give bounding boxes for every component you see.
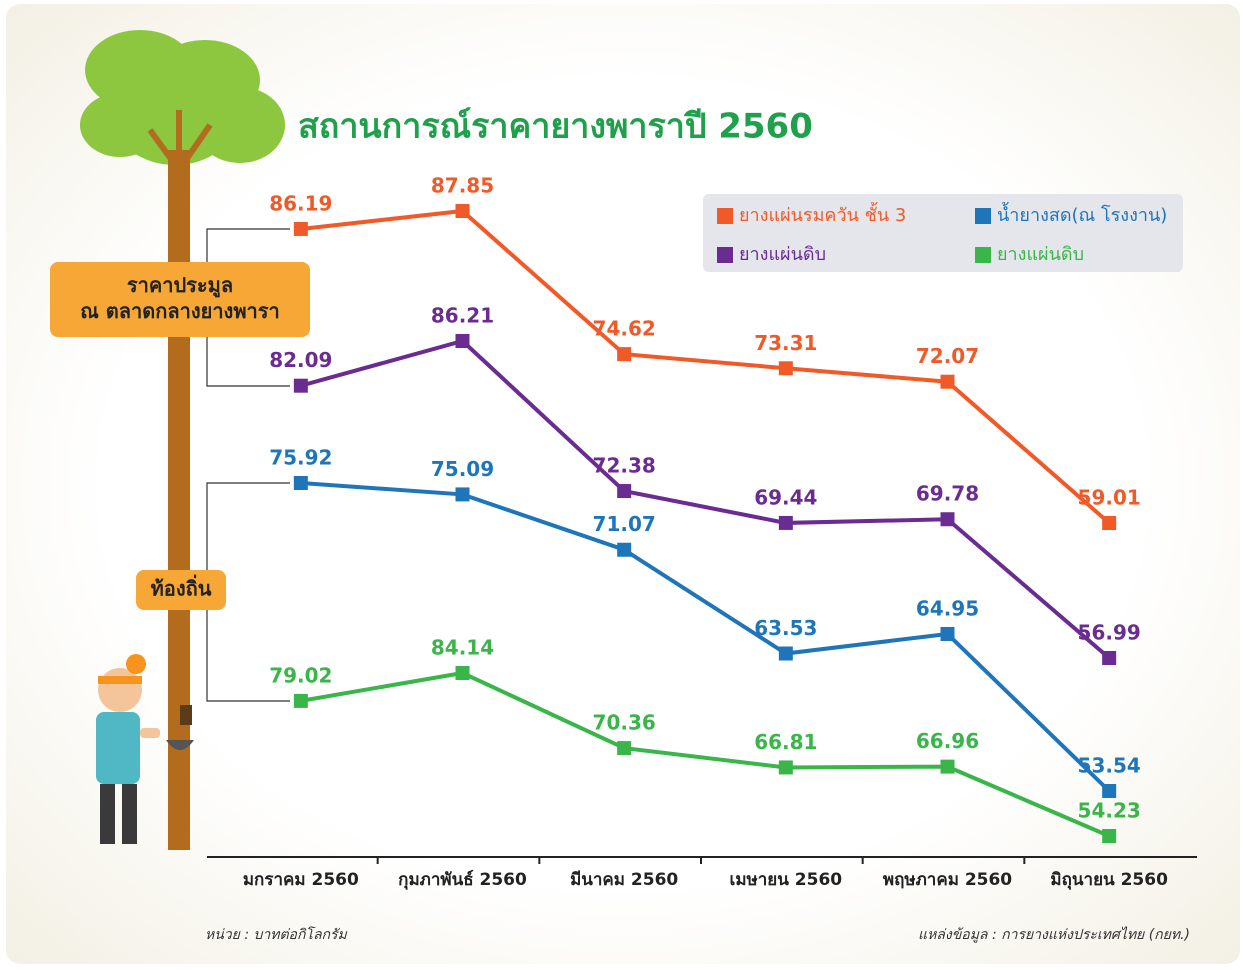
data-label: 63.53 xyxy=(754,616,817,640)
point xyxy=(294,222,308,236)
point xyxy=(456,334,470,348)
point xyxy=(941,512,955,526)
data-label: 56.99 xyxy=(1078,621,1141,645)
legend-swatch xyxy=(717,208,733,224)
chart: สถานการณ์ราคายางพาราปี 2560 หน่วย : บาทต… xyxy=(0,0,1243,969)
legend-swatch xyxy=(975,247,991,263)
point xyxy=(1102,829,1116,843)
point xyxy=(779,760,793,774)
data-label: 86.19 xyxy=(269,191,332,215)
point xyxy=(941,375,955,389)
group-label: ท้องถิ่น xyxy=(151,574,212,601)
group-label: ณ ตลาดกลางยางพารา xyxy=(80,299,279,323)
data-label: 73.31 xyxy=(754,331,817,355)
x-tick-label: มกราคม 2560 xyxy=(243,870,359,890)
point xyxy=(294,379,308,393)
point xyxy=(779,361,793,375)
legend-label: ยางแผ่นดิบ xyxy=(997,244,1084,265)
data-label: 75.92 xyxy=(269,446,332,470)
point xyxy=(456,666,470,680)
point xyxy=(779,647,793,661)
data-label: 72.07 xyxy=(916,344,979,368)
data-label: 75.09 xyxy=(431,457,494,481)
point xyxy=(941,627,955,641)
data-label: 79.02 xyxy=(269,663,332,687)
data-label: 69.44 xyxy=(754,485,817,509)
data-label: 66.96 xyxy=(916,729,979,753)
point xyxy=(779,516,793,530)
data-label: 86.21 xyxy=(431,304,494,328)
data-label: 84.14 xyxy=(431,636,494,660)
point xyxy=(941,760,955,774)
legend-swatch xyxy=(717,247,733,263)
point xyxy=(1102,784,1116,798)
data-label: 64.95 xyxy=(916,596,979,620)
point xyxy=(617,484,631,498)
unit-note: หน่วย : บาทต่อกิโลกรัม xyxy=(205,926,348,943)
legend-label: ยางแผ่นรมควัน ชั้น 3 xyxy=(739,202,906,226)
chart-title: สถานการณ์ราคายางพาราปี 2560 xyxy=(298,107,813,147)
data-label: 69.78 xyxy=(916,482,979,506)
data-label: 66.81 xyxy=(754,730,817,754)
legend-swatch xyxy=(975,208,991,224)
point xyxy=(617,741,631,755)
point xyxy=(294,694,308,708)
x-tick-label: มิถุนายน 2560 xyxy=(1050,870,1168,890)
point xyxy=(617,347,631,361)
x-tick-label: พฤษภาคม 2560 xyxy=(883,870,1012,890)
data-label: 54.23 xyxy=(1078,799,1141,823)
data-label: 72.38 xyxy=(593,454,656,478)
data-label: 70.36 xyxy=(593,711,656,735)
group-label: ราคาประมูล xyxy=(127,273,233,299)
point xyxy=(456,204,470,218)
point xyxy=(617,543,631,557)
data-label: 87.85 xyxy=(431,174,494,198)
point xyxy=(1102,651,1116,665)
point xyxy=(1102,516,1116,530)
x-tick-label: กุมภาพันธ์ 2560 xyxy=(398,869,527,890)
source: แหล่งข้อมูล : การยางแห่งประเทศไทย (กยท.) xyxy=(918,926,1190,943)
data-label: 74.62 xyxy=(593,317,656,341)
x-tick-label: เมษายน 2560 xyxy=(730,870,843,890)
data-label: 53.54 xyxy=(1078,754,1141,778)
legend-label: น้ำยางสด(ณ โรงงาน) xyxy=(997,202,1167,226)
data-label: 82.09 xyxy=(269,348,332,372)
data-label: 59.01 xyxy=(1078,486,1141,510)
x-tick-label: มีนาคม 2560 xyxy=(570,869,678,890)
data-label: 71.07 xyxy=(593,512,656,536)
legend-label: ยางแผ่นดิบ xyxy=(739,244,826,265)
point xyxy=(456,487,470,501)
point xyxy=(294,476,308,490)
